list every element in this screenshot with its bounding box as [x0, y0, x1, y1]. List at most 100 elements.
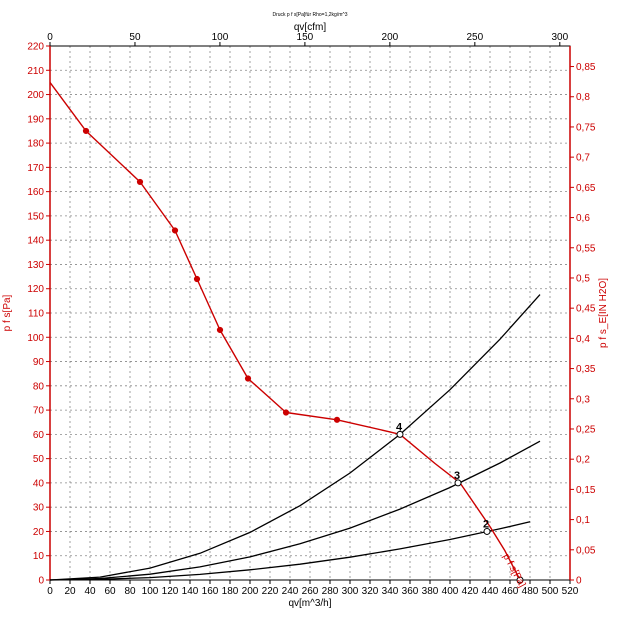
y-tick-label: 50 — [33, 454, 45, 465]
x-tick-label: 120 — [162, 586, 179, 597]
x-tick-label: 180 — [222, 586, 239, 597]
y2-tick-label: 0,4 — [576, 334, 590, 345]
series — [49, 81, 541, 581]
x-tick-label: 260 — [302, 586, 319, 597]
x-tick-label: 280 — [322, 586, 339, 597]
x-tick-label: 320 — [362, 586, 379, 597]
y-axis-title: p f s[Pa] — [2, 294, 13, 331]
y-tick-label: 30 — [33, 503, 45, 514]
y-tick-label: 200 — [27, 90, 44, 101]
y-tick-label: 100 — [27, 333, 44, 344]
x-tick-label: 460 — [502, 586, 519, 597]
fan-curve-marker — [171, 227, 179, 234]
x2-tick-label: 200 — [382, 32, 399, 43]
x-tick-label: 80 — [124, 586, 136, 597]
x-tick-label: 240 — [282, 586, 299, 597]
fan-curve-line — [49, 81, 521, 581]
y-tick-label: 60 — [33, 430, 45, 441]
x2-axis-title: qv[cfm] — [294, 22, 326, 33]
x-tick-label: 100 — [142, 586, 159, 597]
y-tick-label: 130 — [27, 260, 44, 271]
fan-curve-marker — [82, 127, 90, 135]
x-tick-label: 500 — [542, 586, 559, 597]
y2-tick-label: 0,2 — [576, 455, 590, 466]
x-tick-label: 400 — [442, 586, 459, 597]
fan-curve-marker — [244, 375, 252, 382]
system-curve-line — [49, 521, 531, 581]
grid — [49, 45, 571, 581]
operating-point-marker — [516, 576, 524, 584]
fan-curve-marker — [282, 409, 290, 416]
x-tick-label: 300 — [342, 586, 359, 597]
operating-point-marker — [483, 527, 491, 535]
y2-tick-label: 0,75 — [576, 122, 596, 133]
operating-points: 4 3 2 — [396, 421, 524, 584]
y2-tick-label: 0,3 — [576, 394, 590, 405]
y-tick-label: 90 — [33, 357, 45, 368]
x-tick-label: 20 — [64, 586, 76, 597]
x-tick-label: 520 — [562, 586, 579, 597]
operating-point-marker — [454, 479, 462, 487]
operating-point-label: 2 — [483, 518, 489, 530]
y-tick-label: 160 — [27, 187, 44, 198]
y-tick-label: 120 — [27, 284, 44, 295]
y2-tick-label: 0,65 — [576, 183, 596, 194]
y-tick-label: 20 — [33, 527, 45, 538]
x-tick-label: 340 — [382, 586, 399, 597]
y2-tick-label: 0,15 — [576, 485, 596, 496]
fan-curve-marker — [333, 416, 341, 423]
x2-tick-label: 100 — [212, 32, 229, 43]
y-tick-label: 210 — [27, 66, 44, 77]
y2-tick-label: 0,35 — [576, 364, 596, 375]
y-tick-label: 150 — [27, 211, 44, 222]
x-axis-title: qv[m^3/h] — [288, 598, 331, 609]
y2-tick-label: 0,25 — [576, 424, 596, 435]
fan-curve-marker — [136, 178, 144, 186]
fan-curve-marker — [216, 326, 224, 334]
x-tick-label: 220 — [262, 586, 279, 597]
y-tick-label: 180 — [27, 139, 44, 150]
x-tick-label: 440 — [482, 586, 499, 597]
y-tick-label: 190 — [27, 114, 44, 125]
y-tick-label: 220 — [27, 42, 44, 53]
x2-tick-label: 0 — [47, 32, 53, 43]
x-tick-label: 0 — [47, 586, 53, 597]
x2-tick-label: 300 — [551, 32, 568, 43]
y2-tick-label: 0,1 — [576, 515, 590, 526]
y2-tick-label: 0,8 — [576, 92, 590, 103]
y2-tick-label: 0,85 — [576, 62, 596, 73]
y2-tick-label: 0,5 — [576, 273, 590, 284]
curve-annotation-label: p f s[Pa] — [500, 552, 527, 590]
system-curve-line — [49, 440, 541, 581]
y2-tick-label: 0,45 — [576, 304, 596, 315]
y-tick-label: 0 — [38, 576, 44, 587]
y-tick-label: 10 — [33, 551, 45, 562]
chart-title: Druck p f s[Pa]für Rho=1,2kg/m^3 — [272, 12, 347, 18]
operating-point-label: 3 — [454, 470, 460, 482]
x-tick-label: 360 — [402, 586, 419, 597]
y2-tick-label: 0,6 — [576, 213, 590, 224]
y2-tick-label: 0 — [576, 576, 582, 587]
x-tick-label: 160 — [202, 586, 219, 597]
y2-tick-label: 0,05 — [576, 545, 596, 556]
x2-tick-label: 150 — [297, 32, 314, 43]
x-tick-label: 480 — [522, 586, 539, 597]
x-tick-label: 380 — [422, 586, 439, 597]
y2-tick-label: 0,55 — [576, 243, 596, 254]
y-tick-label: 110 — [28, 309, 44, 320]
y-tick-label: 80 — [33, 381, 45, 392]
y-tick-label: 70 — [33, 406, 45, 417]
x-tick-label: 200 — [242, 586, 259, 597]
x-tick-label: 420 — [462, 586, 479, 597]
operating-point-label: 4 — [396, 421, 403, 433]
x-tick-label: 40 — [84, 586, 96, 597]
tick-labels: 0 20 40 60 80 100 120 140 160 180 200 220 240 260 280 3… — [27, 32, 596, 597]
system-curve-line — [49, 294, 541, 581]
y-tick-label: 140 — [27, 236, 44, 247]
fan-curve-marker — [193, 275, 201, 283]
y-tick-label: 40 — [33, 478, 45, 489]
x2-tick-label: 250 — [466, 32, 483, 43]
x2-tick-label: 50 — [129, 32, 141, 43]
y2-tick-label: 0,7 — [576, 153, 590, 164]
